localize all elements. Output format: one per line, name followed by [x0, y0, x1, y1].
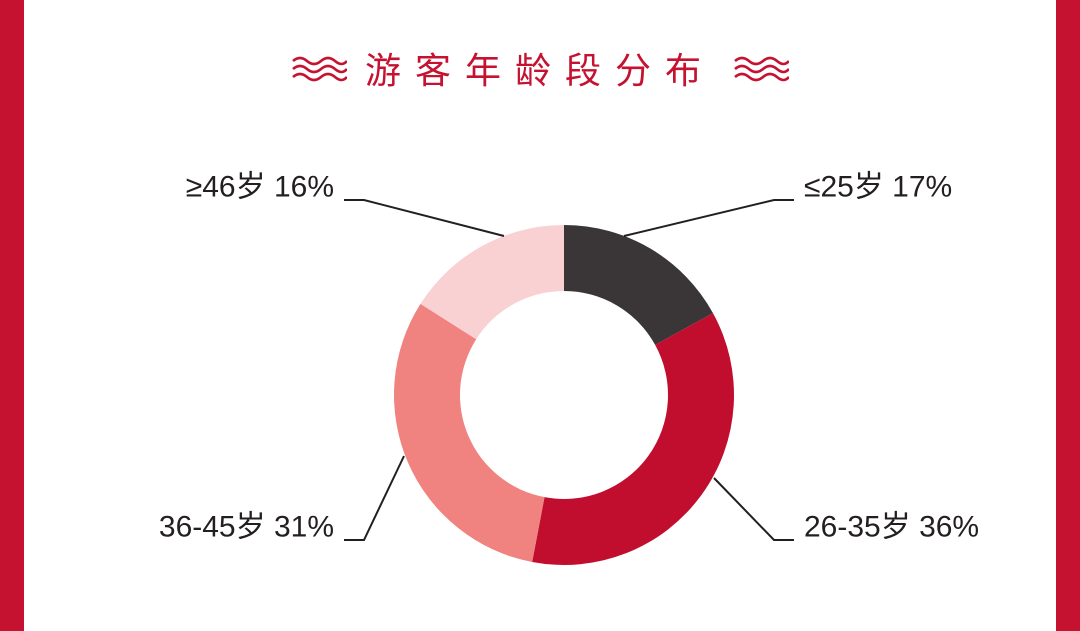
donut-slice [532, 313, 734, 565]
donut-slice [394, 304, 545, 562]
outer-frame: 游客年龄段分布 ≤25岁 17%26-35岁 36%36-45岁 31%≥46岁… [0, 0, 1080, 631]
slice-label: 26-35岁 36% [804, 511, 979, 544]
leader-line [624, 200, 794, 236]
slice-label: ≥46岁 16% [186, 171, 334, 204]
donut-svg: ≤25岁 17% 26-35岁 36% 36-45岁 31% ≥46岁 16% [24, 0, 1080, 631]
leader-line [344, 456, 404, 540]
slice-label: ≤25岁 17% [804, 171, 952, 204]
inner-content: 游客年龄段分布 ≤25岁 17%26-35岁 36%36-45岁 31%≥46岁… [24, 0, 1056, 631]
leader-line [344, 200, 504, 236]
leader-line [714, 478, 794, 540]
slice-label: 36-45岁 31% [159, 511, 334, 544]
